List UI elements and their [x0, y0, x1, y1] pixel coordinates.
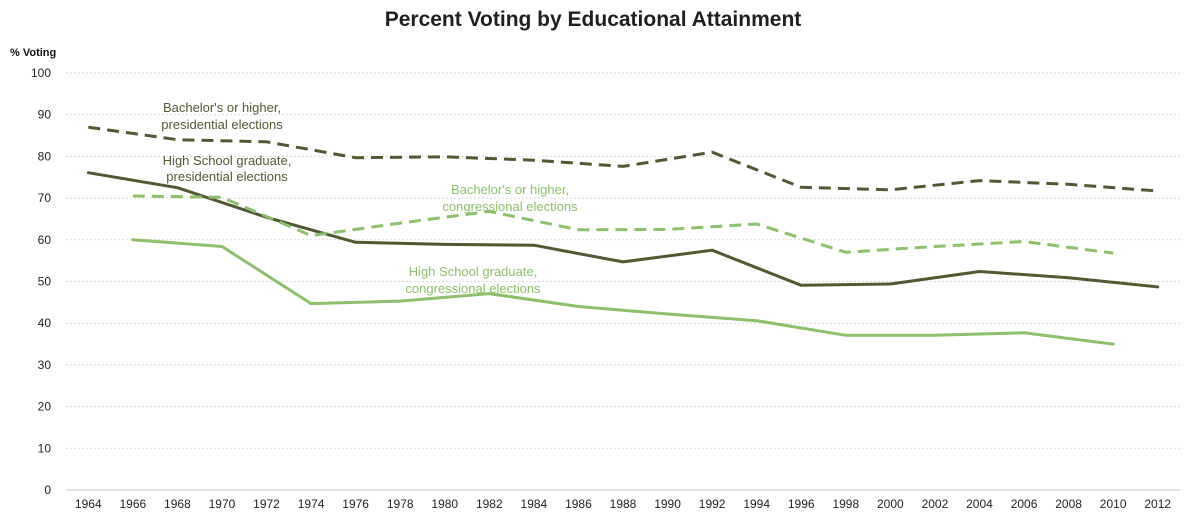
x-tick-label: 1990	[654, 497, 681, 511]
x-tick-label: 1984	[521, 497, 548, 511]
y-tick-label: 40	[38, 316, 52, 330]
y-tick-label: 10	[38, 441, 52, 455]
x-tick-label: 1982	[476, 497, 503, 511]
y-tick-label: 90	[38, 108, 52, 122]
x-tick-label: 2002	[922, 497, 949, 511]
x-tick-label: 1968	[164, 497, 191, 511]
x-tick-label: 1996	[788, 497, 815, 511]
y-tick-label: 100	[31, 66, 51, 80]
series-line-3	[132, 194, 1114, 255]
y-axis: 0 10 20 30 40 50 60 70 80 90 100	[31, 66, 51, 497]
x-axis: 1964 1966 1968 1970 1972 1974 1976 1978 1980 1982…	[75, 497, 1171, 511]
x-tick-label: 1974	[298, 497, 325, 511]
x-tick-label: 2008	[1055, 497, 1082, 511]
y-tick-label: 50	[38, 275, 52, 289]
y-tick-label: 20	[38, 400, 52, 414]
x-tick-label: 2010	[1100, 497, 1127, 511]
y-tick-label: 80	[38, 149, 52, 163]
y-tick-label: 0	[44, 483, 51, 497]
x-tick-label: 2006	[1011, 497, 1038, 511]
x-tick-label: 1986	[565, 497, 592, 511]
x-tick-label: 2012	[1144, 497, 1171, 511]
y-tick-label: 70	[38, 191, 52, 205]
series-annotation: Bachelor's or higher, presidential electi…	[161, 100, 283, 132]
y-axis-label: % Voting	[10, 47, 56, 59]
x-tick-label: 1972	[253, 497, 280, 511]
series-annotation: Bachelor's or higher, congressional elect…	[442, 182, 578, 214]
series-lines	[86, 125, 1160, 346]
y-tick-label: 60	[38, 233, 52, 247]
series-line-4	[131, 238, 1115, 346]
x-tick-label: 1992	[699, 497, 726, 511]
series-annotations: Bachelor's or higher, presidential electi…	[161, 100, 578, 296]
x-tick-label: 1976	[342, 497, 369, 511]
chart-title: Percent Voting by Educational Attainment	[384, 8, 802, 31]
x-tick-label: 1980	[431, 497, 458, 511]
series-line-1	[88, 125, 1158, 193]
x-tick-label: 1964	[75, 497, 102, 511]
x-tick-label: 1988	[610, 497, 637, 511]
y-tick-label: 30	[38, 358, 52, 372]
series-annotation: High School graduate, congressional elect…	[405, 264, 541, 296]
x-tick-label: 1970	[209, 497, 236, 511]
x-tick-label: 2004	[966, 497, 993, 511]
x-tick-label: 1998	[832, 497, 859, 511]
series-annotation: High School graduate, presidential electi…	[163, 153, 292, 184]
x-tick-label: 2000	[877, 497, 904, 511]
x-tick-label: 1994	[743, 497, 770, 511]
x-tick-label: 1978	[387, 497, 414, 511]
x-tick-label: 1966	[119, 497, 146, 511]
gridlines	[66, 72, 1180, 491]
